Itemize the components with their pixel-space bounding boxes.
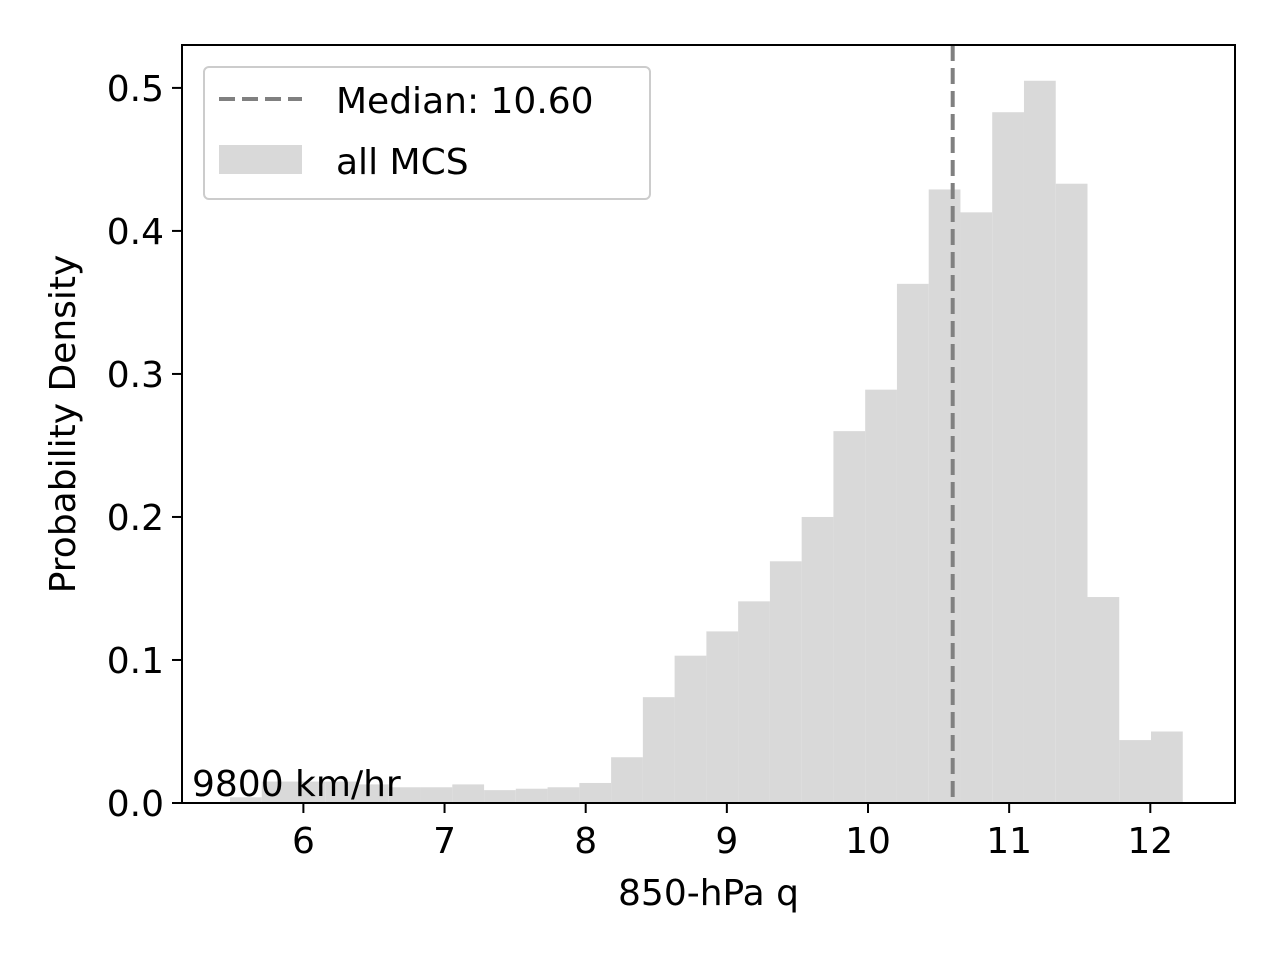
x-tick-label: 8 xyxy=(574,821,597,862)
legend-median-label: Median: 10.60 xyxy=(336,81,594,122)
histogram-bar xyxy=(1023,80,1056,804)
histogram-bar xyxy=(769,561,802,803)
histogram-bar xyxy=(579,782,612,803)
histogram-bar xyxy=(960,212,993,803)
histogram-bar xyxy=(611,757,643,803)
histogram-bar xyxy=(992,112,1024,803)
x-tick-label: 6 xyxy=(292,821,315,862)
histogram-bar xyxy=(452,784,485,803)
x-axis-label: 850-hPa q xyxy=(618,873,799,914)
histogram-bar xyxy=(420,787,453,803)
y-axis-ticks: 0.0 0.1 0.2 0.3 0.4 0.5 xyxy=(107,69,182,825)
y-tick-label: 0.3 xyxy=(107,355,164,396)
speed-annotation: 9800 km/hr xyxy=(192,764,401,805)
histogram-bar xyxy=(547,787,580,803)
legend-box xyxy=(203,66,651,200)
legend-all-mcs-label: all MCS xyxy=(336,142,469,183)
legend-all-mcs-swatch xyxy=(219,145,302,174)
histogram-bar xyxy=(388,787,421,803)
histogram-bar xyxy=(833,431,866,803)
histogram-bar xyxy=(484,790,516,803)
histogram-bar xyxy=(357,784,389,803)
y-axis-label: Probability Density xyxy=(43,255,84,594)
histogram-bar xyxy=(1055,183,1088,804)
histogram-bar xyxy=(229,797,262,803)
y-tick-label: 0.1 xyxy=(107,641,164,682)
histogram-bar xyxy=(261,781,294,803)
histogram-bar xyxy=(515,788,548,803)
plot-frame xyxy=(181,44,1236,804)
histogram-bar xyxy=(642,697,675,803)
y-tick-label: 0.4 xyxy=(107,212,164,253)
x-tick-label: 10 xyxy=(845,821,891,862)
histogram-bar xyxy=(293,781,326,803)
histogram-bar xyxy=(896,283,929,803)
legend: Median: 10.60 all MCS xyxy=(203,66,651,200)
histogram-bar xyxy=(928,189,961,804)
y-tick-label: 0.2 xyxy=(107,498,164,539)
histogram-bars xyxy=(229,80,1183,804)
histogram-bar xyxy=(801,516,834,803)
histogram-bar xyxy=(1119,740,1152,803)
histogram-bar xyxy=(738,601,770,803)
histogram-bar xyxy=(706,631,739,803)
x-tick-label: 7 xyxy=(433,821,456,862)
x-axis-ticks: 6 7 8 9 10 11 12 xyxy=(292,803,1173,862)
histogram-bar xyxy=(1151,731,1183,803)
y-tick-label: 0.0 xyxy=(107,784,164,825)
y-tick-label: 0.5 xyxy=(107,69,164,110)
histogram-bar xyxy=(325,781,358,803)
x-tick-label: 11 xyxy=(986,821,1032,862)
histogram-bar xyxy=(1087,597,1120,803)
histogram-bar xyxy=(865,389,897,803)
x-tick-label: 12 xyxy=(1127,821,1173,862)
x-tick-label: 9 xyxy=(715,821,738,862)
histogram-bar xyxy=(674,655,707,803)
